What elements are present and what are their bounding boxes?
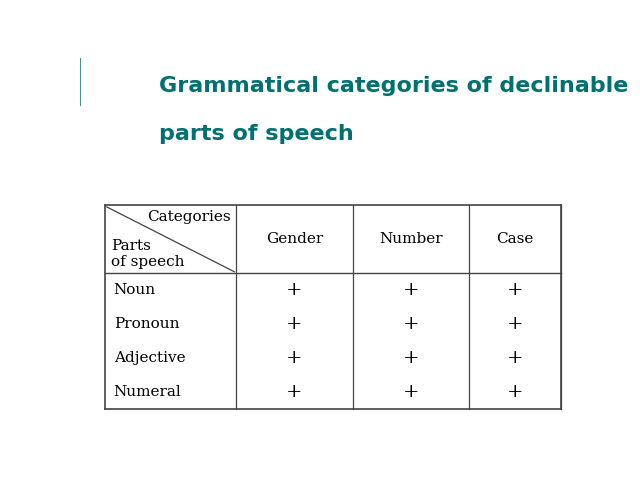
Text: Numeral: Numeral — [114, 385, 182, 399]
Text: +: + — [507, 383, 524, 401]
Text: +: + — [403, 383, 419, 401]
Text: +: + — [286, 281, 303, 299]
Text: +: + — [507, 349, 524, 367]
Text: Number: Number — [380, 232, 443, 246]
Text: Noun: Noun — [114, 283, 156, 297]
Text: +: + — [403, 281, 419, 299]
Text: Parts
of speech: Parts of speech — [111, 239, 184, 269]
Text: parts of speech: parts of speech — [159, 124, 354, 144]
Text: Grammatical categories of declinable: Grammatical categories of declinable — [159, 76, 628, 96]
Text: Case: Case — [497, 232, 534, 246]
Text: Categories: Categories — [147, 210, 230, 224]
Text: +: + — [507, 315, 524, 333]
Polygon shape — [31, 58, 80, 106]
Text: +: + — [403, 315, 419, 333]
Text: +: + — [403, 349, 419, 367]
Text: +: + — [507, 281, 524, 299]
Text: Pronoun: Pronoun — [114, 317, 179, 331]
Text: Adjective: Adjective — [114, 351, 186, 365]
Text: +: + — [286, 315, 303, 333]
Text: Gender: Gender — [266, 232, 323, 246]
Text: +: + — [286, 383, 303, 401]
Text: +: + — [286, 349, 303, 367]
